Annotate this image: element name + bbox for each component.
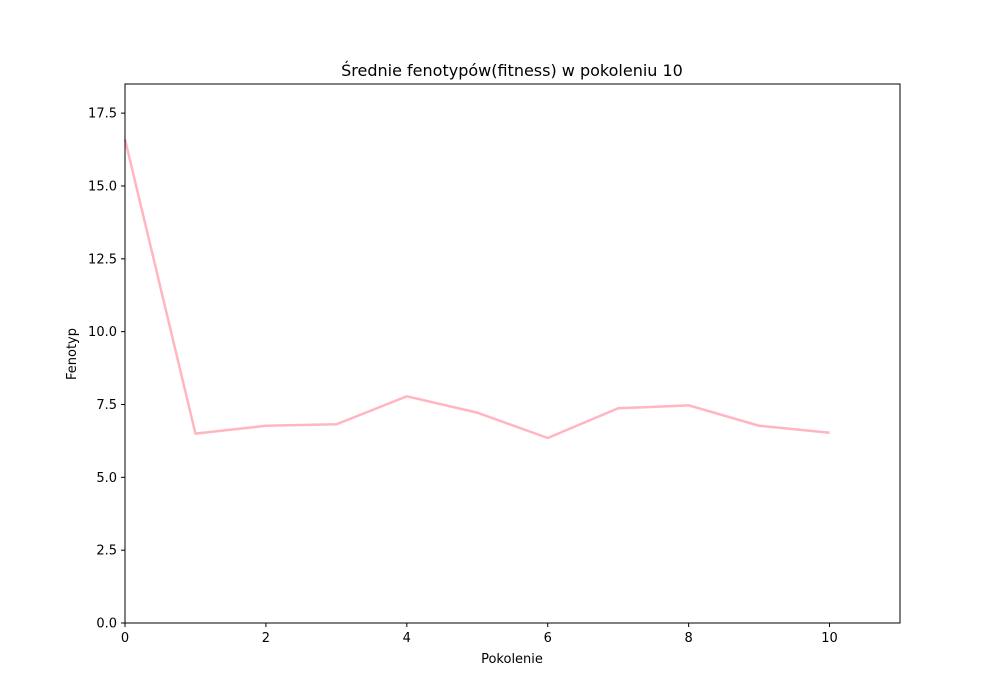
x-axis-title: Pokolenie <box>481 652 543 667</box>
x-tick-label: 0 <box>121 631 129 646</box>
plot-area: 0 2 4 6 8 10 0.0 2.5 5.0 7.5 10.0 12.5 15.0 17.5 <box>88 107 838 646</box>
x-tick-label: 10 <box>821 631 838 646</box>
series-line <box>123 139 830 440</box>
y-tick-label: 2.5 <box>96 544 117 559</box>
x-tick-label: 2 <box>262 631 270 646</box>
x-tick-label: 4 <box>403 631 411 646</box>
x-tick-label: 8 <box>684 631 692 646</box>
chart-title: Średnie fenotypów(fitness) w pokoleniu 1… <box>341 61 683 80</box>
y-tick-label: 0.0 <box>96 617 117 632</box>
y-tick-label: 17.5 <box>88 107 117 122</box>
plot-frame <box>124 83 901 624</box>
x-tick-label: 6 <box>544 631 552 646</box>
y-axis-title: Fenotyp <box>65 328 80 380</box>
y-tick-label: 12.5 <box>88 252 117 267</box>
y-tick-label: 15.0 <box>88 179 117 194</box>
y-tick-label: 7.5 <box>96 398 117 413</box>
y-tick-label: 5.0 <box>96 471 117 486</box>
y-tick-label: 10.0 <box>88 325 117 340</box>
